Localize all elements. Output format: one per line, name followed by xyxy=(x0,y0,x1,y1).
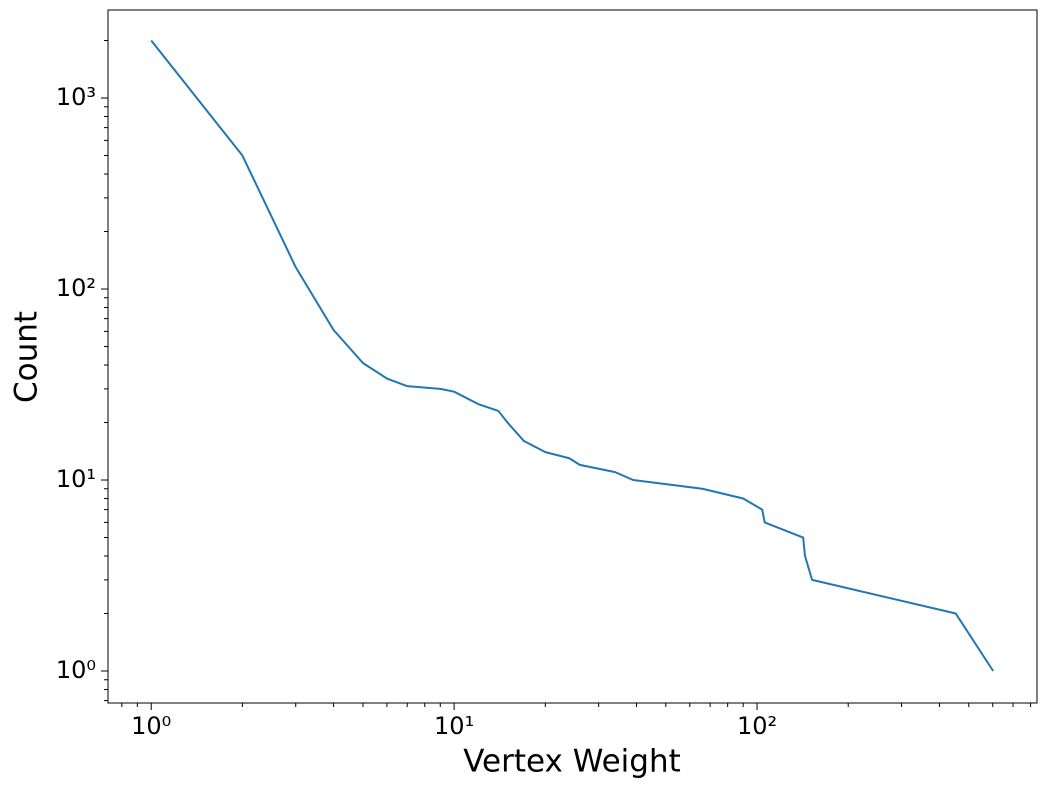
x-tick-label: 10¹ xyxy=(434,712,474,740)
y-tick-label: 10⁰ xyxy=(56,656,96,684)
y-tick-label: 10³ xyxy=(56,83,96,111)
y-axis-label: Count xyxy=(9,311,45,403)
x-tick-label: 10² xyxy=(737,712,777,740)
x-axis-label: Vertex Weight xyxy=(463,744,681,780)
y-tick-label: 10¹ xyxy=(56,465,96,493)
plot-frame xyxy=(107,9,1038,704)
y-tick-label: 10² xyxy=(56,274,96,302)
line xyxy=(150,39,995,672)
x-tick-label: 10⁰ xyxy=(131,712,171,740)
